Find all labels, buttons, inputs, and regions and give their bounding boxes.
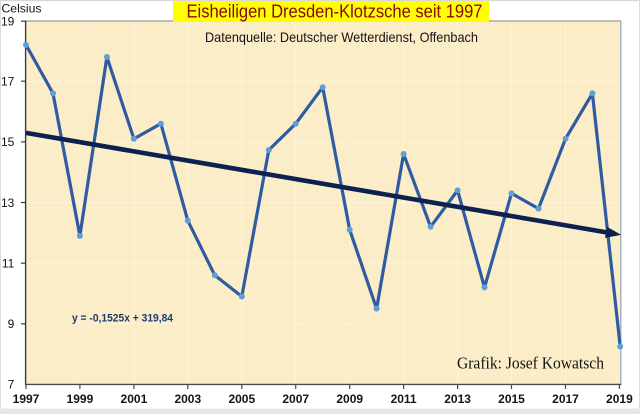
svg-text:Grafik: Josef Kowatsch: Grafik: Josef Kowatsch xyxy=(457,354,604,373)
svg-text:Eisheiligen Dresden-Klotzsche: Eisheiligen Dresden-Klotzsche seit 1997 xyxy=(187,2,483,22)
svg-text:2011: 2011 xyxy=(391,392,417,406)
svg-text:15: 15 xyxy=(1,135,15,149)
svg-text:11: 11 xyxy=(2,257,15,271)
svg-text:7: 7 xyxy=(8,378,15,392)
svg-text:1999: 1999 xyxy=(67,392,94,406)
svg-text:2007: 2007 xyxy=(282,392,309,406)
svg-text:2003: 2003 xyxy=(174,392,201,406)
svg-text:17: 17 xyxy=(1,75,15,89)
svg-text:2017: 2017 xyxy=(552,392,579,406)
svg-text:2001: 2001 xyxy=(121,392,148,406)
svg-text:9: 9 xyxy=(8,317,15,331)
svg-text:2019: 2019 xyxy=(606,392,633,406)
svg-text:1997: 1997 xyxy=(13,392,40,406)
svg-text:2013: 2013 xyxy=(444,392,471,406)
svg-text:19: 19 xyxy=(1,14,15,28)
svg-text:Celsius: Celsius xyxy=(2,2,42,16)
svg-text:Datenquelle: Deutscher Wetterd: Datenquelle: Deutscher Wetterdienst, Off… xyxy=(205,29,478,45)
svg-text:2005: 2005 xyxy=(228,392,255,406)
svg-text:y = -0,1525x + 319,84: y = -0,1525x + 319,84 xyxy=(72,312,174,324)
svg-text:2015: 2015 xyxy=(498,392,525,406)
svg-text:13: 13 xyxy=(1,196,15,210)
svg-text:2009: 2009 xyxy=(336,392,363,406)
